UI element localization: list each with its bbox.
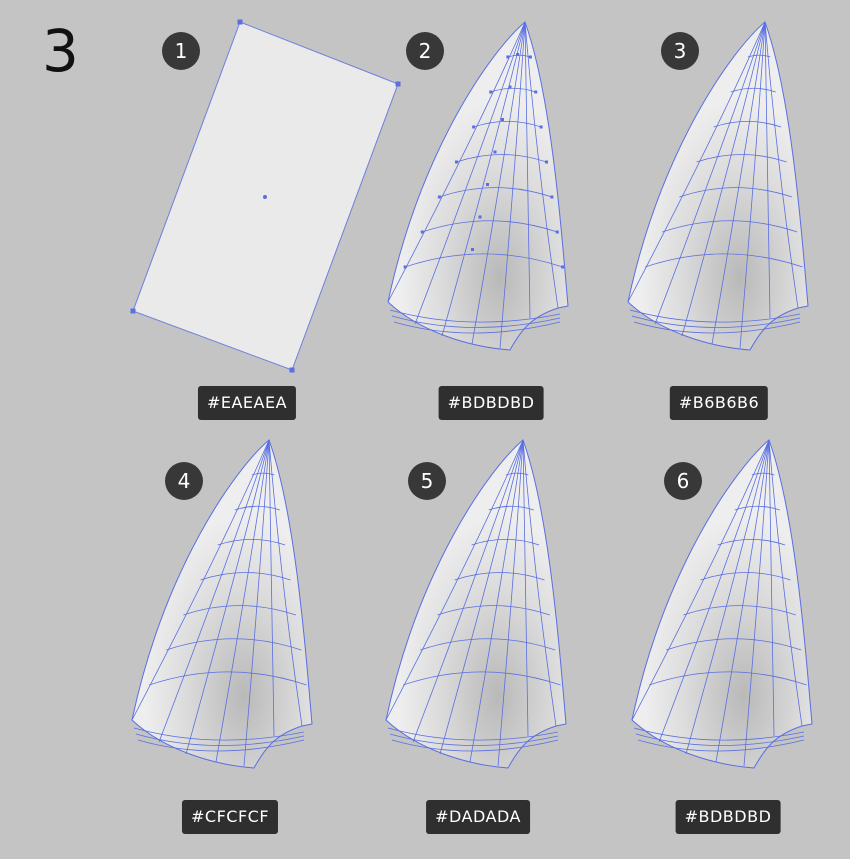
step-4-color-label: #CFCFCF: [181, 800, 279, 834]
step-heading: 3: [42, 17, 79, 85]
step-3-color-label: #B6B6B6: [669, 386, 769, 420]
step-3-mesh-shape: [627, 21, 809, 351]
step-2-color-label: #BDBDBD: [438, 386, 544, 420]
mesh-grid: [627, 21, 803, 349]
mesh-grid: [631, 439, 807, 767]
mesh-outline: [627, 21, 809, 351]
mesh-grid: [131, 439, 307, 767]
step-6-badge: 6: [664, 462, 702, 500]
step-2-badge: 2: [406, 32, 444, 70]
mesh-outline: [385, 439, 567, 769]
mesh-grid: [385, 439, 561, 767]
anchor-points: [130, 19, 401, 373]
step-1-color-label: #EAEAEA: [197, 386, 297, 420]
mesh-anchor-points: [403, 53, 565, 269]
step-1-badge: 1: [162, 32, 200, 70]
step-4-badge: 4: [165, 462, 203, 500]
mesh-outline: [631, 439, 813, 769]
mesh-outline: [131, 439, 313, 769]
mesh-outline: [387, 21, 569, 351]
step-2-mesh-shape: [387, 21, 569, 351]
step-5-color-label: #DADADA: [426, 800, 530, 834]
step-5-mesh-shape: [385, 439, 567, 769]
step-6-color-label: #BDBDBD: [675, 800, 781, 834]
step-3-badge: 3: [661, 32, 699, 70]
step-6-mesh-shape: [631, 439, 813, 769]
step-5-badge: 5: [408, 462, 446, 500]
step-4-mesh-shape: [131, 439, 313, 769]
